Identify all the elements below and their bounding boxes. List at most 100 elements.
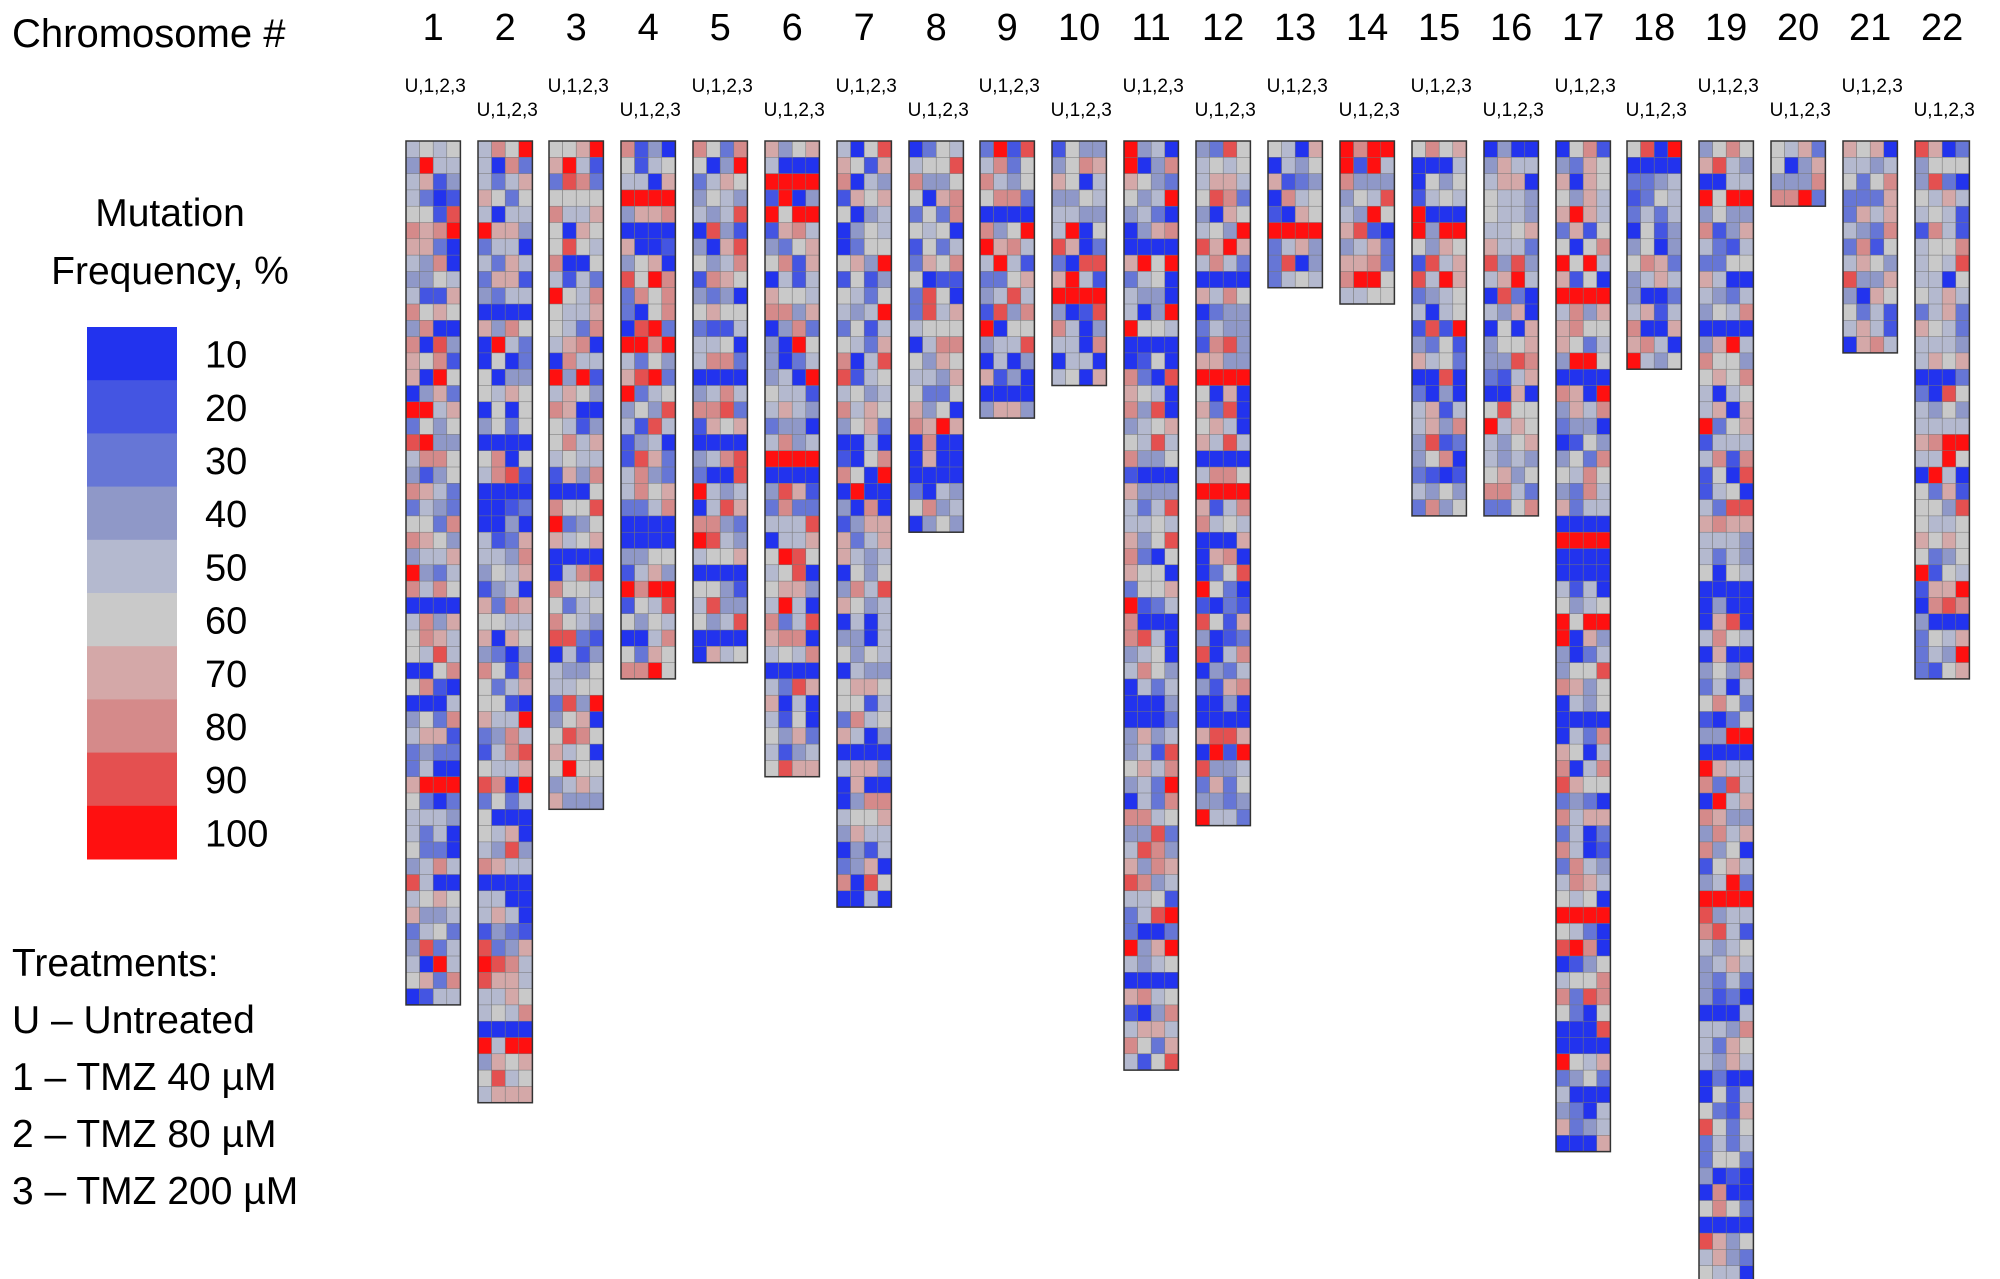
heatmap-cell <box>1123 646 1138 664</box>
heatmap-cell <box>1164 809 1179 827</box>
heatmap-cell <box>1123 303 1138 321</box>
heatmap-cell <box>504 173 520 191</box>
heatmap-cell <box>1725 287 1741 305</box>
heatmap-cell <box>908 385 923 403</box>
heatmap-cell <box>504 1053 520 1071</box>
heatmap-cell <box>719 417 735 435</box>
heatmap-cell <box>432 923 448 941</box>
heatmap-cell <box>491 776 506 794</box>
heatmap-cell <box>1308 140 1323 158</box>
heatmap-cell <box>1078 368 1094 387</box>
heatmap-cell <box>661 564 676 582</box>
heatmap-cell <box>1195 711 1210 729</box>
heatmap-cell <box>877 646 892 664</box>
heatmap-cell <box>432 320 448 338</box>
heatmap-cell <box>518 841 533 859</box>
heatmap-cell <box>1281 254 1296 272</box>
heatmap-cell <box>548 368 563 387</box>
heatmap-cell <box>446 988 461 1006</box>
heatmap-cell <box>575 157 591 175</box>
heatmap-cell <box>477 678 492 696</box>
heatmap-cell <box>1195 809 1210 827</box>
heatmap-cell <box>1164 988 1179 1006</box>
heatmap-cell <box>432 597 448 615</box>
heatmap-cell <box>1712 727 1727 745</box>
heatmap-cell <box>1739 564 1754 582</box>
heatmap-cell <box>733 238 748 256</box>
heatmap-cell <box>1137 825 1152 843</box>
heatmap-cell <box>405 238 420 256</box>
heatmap-cell <box>1222 189 1238 207</box>
heatmap-cell <box>575 727 591 745</box>
heatmap-cell <box>1770 157 1785 175</box>
heatmap-cell <box>1092 320 1107 338</box>
treatment-columns-label: U,1,2,3 <box>1267 76 1328 97</box>
heatmap-cell <box>1698 336 1713 354</box>
heatmap-cell <box>1712 450 1727 468</box>
heatmap-cell <box>1582 857 1598 876</box>
heatmap-cell <box>1051 303 1066 321</box>
heatmap-cell <box>850 727 865 745</box>
heatmap-cell <box>477 1020 492 1039</box>
heatmap-cell <box>1569 906 1584 924</box>
heatmap-cell <box>1524 222 1539 240</box>
heatmap-cell <box>863 825 879 843</box>
heatmap-cell <box>1150 303 1166 321</box>
heatmap-cell <box>589 499 604 517</box>
heatmap-cell <box>491 205 506 224</box>
heatmap-cell <box>1438 368 1454 387</box>
heatmap-cell <box>647 254 663 272</box>
heatmap-cell <box>850 271 865 289</box>
heatmap-cell <box>491 792 506 810</box>
treatment-columns-label: U,1,2,3 <box>405 76 466 97</box>
heatmap-cell <box>1797 173 1813 191</box>
heatmap-cell <box>477 760 492 778</box>
heatmap-cell <box>850 401 865 419</box>
heatmap-cell <box>1222 483 1238 501</box>
heatmap-cell <box>719 629 735 647</box>
heatmap-cell <box>1667 336 1682 354</box>
heatmap-cell <box>620 287 635 305</box>
heatmap-cell <box>1164 336 1179 354</box>
heatmap-cell <box>518 434 533 452</box>
heatmap-cell <box>1123 466 1138 484</box>
heatmap-cell <box>764 743 779 761</box>
heatmap-cell <box>733 564 748 582</box>
heatmap-cell <box>805 140 820 158</box>
heatmap-cell <box>575 466 591 484</box>
heatmap-cell <box>1569 1069 1584 1087</box>
heatmap-cell <box>1555 597 1570 615</box>
heatmap-cell <box>1914 238 1929 256</box>
heatmap-cell <box>1856 271 1871 289</box>
heatmap-cell <box>548 678 563 696</box>
heatmap-cell <box>1555 1069 1570 1087</box>
heatmap-cell <box>1582 776 1598 794</box>
heatmap-cell <box>1698 874 1713 892</box>
heatmap-cell <box>1137 222 1152 240</box>
heatmap-cell <box>1582 988 1598 1006</box>
heatmap-cell <box>1222 450 1238 468</box>
heatmap-cell <box>949 466 964 484</box>
heatmap-cell <box>562 499 577 517</box>
heatmap-cell <box>405 368 420 387</box>
heatmap-cell <box>1739 352 1754 370</box>
heatmap-cell <box>1078 238 1094 256</box>
heatmap-cell <box>791 336 807 354</box>
heatmap-cell <box>1698 1216 1713 1234</box>
heatmap-cell <box>1582 809 1598 827</box>
heatmap-cell <box>419 385 434 403</box>
heatmap-cell <box>791 434 807 452</box>
heatmap-cell <box>1150 336 1166 354</box>
heatmap-cell <box>1698 157 1713 175</box>
heatmap-cell <box>1078 173 1094 191</box>
heatmap-cell <box>1123 711 1138 729</box>
heatmap-cell <box>1698 1249 1713 1267</box>
heatmap-cell <box>1582 1135 1598 1153</box>
heatmap-cell <box>1582 580 1598 598</box>
heatmap-cell <box>1051 254 1066 272</box>
heatmap-cell <box>877 205 892 224</box>
heatmap-cell <box>504 711 520 729</box>
heatmap-cell <box>778 434 793 452</box>
heatmap-cell <box>791 515 807 533</box>
heatmap-cell <box>1051 140 1066 158</box>
